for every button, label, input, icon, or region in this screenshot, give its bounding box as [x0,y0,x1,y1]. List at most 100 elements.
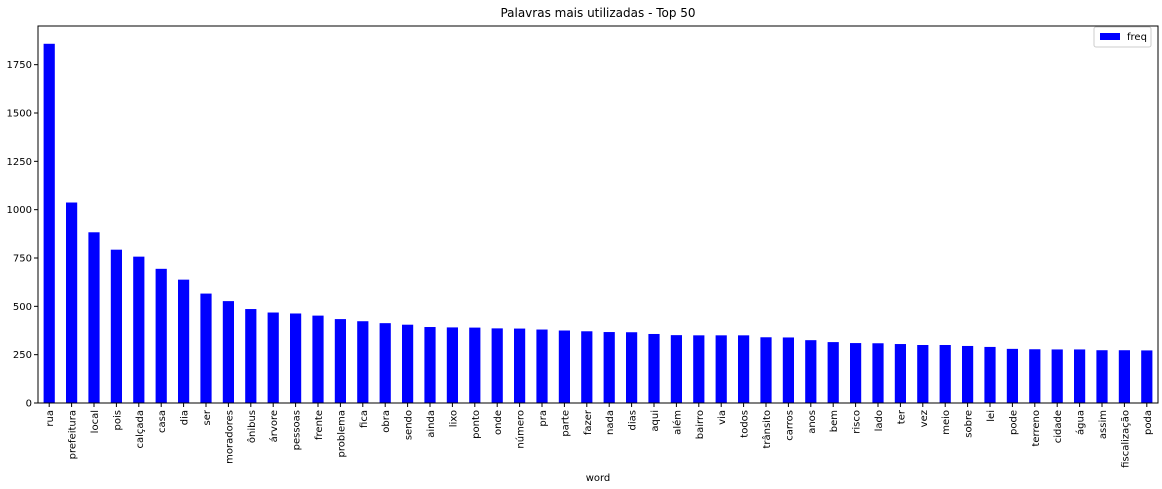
bar-32 [760,337,772,403]
x-tick-label-7: ser [202,409,213,425]
x-tick-label-37: lado [874,410,885,431]
bar-21 [514,328,526,403]
bar-10 [267,312,279,403]
x-tick-label-28: além [671,410,683,435]
x-tick-label-34: anos [807,410,818,434]
bar-4 [133,256,145,403]
x-tick-label-42: lei [986,410,997,422]
legend: freq [1093,26,1152,48]
x-tick-label-8: moradores [224,410,235,464]
bar-43 [1006,348,1018,403]
x-tick-label-29: bairro [695,410,706,439]
x-tick-label-4: calçada [135,410,146,449]
y-tick-label-3: 750 [13,254,32,265]
x-tick-label-38: ter [896,409,907,424]
chart-title: Palavras mais utilizadas - Top 50 [500,6,695,20]
x-tick-label-48: fiscalização [1120,410,1131,468]
bar-38 [894,344,906,403]
x-tick-label-43: pode [1008,410,1019,435]
bar-3 [110,249,122,403]
bar-20 [491,328,503,403]
bar-15 [379,323,391,403]
x-tick-label-21: número [515,410,527,449]
x-tick-label-44: terreno [1031,410,1042,447]
x-tick-label-10: árvore [268,410,280,442]
x-tick-label-19: ponto [471,410,482,439]
bar-26 [626,332,638,403]
bar-12 [312,315,324,403]
x-tick-label-49: poda [1143,410,1154,435]
x-tick-label-22: pra [538,410,549,427]
bar-44 [1029,349,1041,403]
x-tick-label-31: todos [740,410,751,438]
bar-36 [850,343,862,403]
x-tick-label-33: carros [784,410,795,441]
bar-22 [536,329,548,403]
legend-swatch [1100,33,1120,40]
bar-35 [827,342,839,403]
x-tick-label-14: fica [359,410,370,428]
x-tick-label-12: frente [314,410,325,440]
x-axis-label: word [586,473,611,484]
x-tick-label-9: ônibus [246,410,258,443]
bar-27 [648,333,660,403]
bar-40 [939,345,951,403]
y-tick-label-0: 0 [26,399,32,410]
y-tick-label-2: 500 [13,302,32,313]
bar-16 [402,324,414,403]
legend-label: freq [1127,32,1147,43]
bar-19 [469,327,481,403]
bar-5 [155,268,167,403]
x-tick-label-32: trânsito [761,410,773,449]
bar-8 [222,301,234,403]
bar-24 [581,331,593,403]
bar-7 [200,293,212,403]
x-tick-label-24: fazer [583,409,594,435]
bar-42 [984,346,996,403]
x-tick-label-6: dia [180,410,191,425]
x-tick-label-45: cidade [1053,410,1064,443]
x-tick-label-3: pois [112,410,123,430]
x-tick-label-39: vez [919,410,930,427]
x-tick-label-47: assim [1098,410,1109,439]
x-tick-label-40: meio [941,410,952,435]
x-tick-label-1: prefeitura [68,410,79,459]
x-tick-label-5: casa [157,410,168,433]
bar-33 [782,337,794,403]
y-tick-label-7: 1750 [7,60,32,71]
legend-box [1093,26,1152,48]
x-tick-label-46: água [1075,410,1087,435]
y-tick-label-1: 250 [13,350,32,361]
bar-41 [962,345,974,403]
x-tick-label-41: sobre [964,410,975,438]
bar-28 [670,335,682,403]
bar-31 [738,335,750,403]
bar-29 [693,335,705,403]
x-tick-label-20: onde [493,410,504,435]
bars-group [43,43,1153,403]
y-tick-label-4: 1000 [7,205,32,216]
x-tick-label-18: lixo [448,410,459,427]
bar-18 [446,327,458,403]
x-tick-label-15: obra [381,410,392,433]
x-tick-label-35: bem [829,410,840,432]
bar-17 [424,327,436,403]
y-tick-label-5: 1250 [7,157,32,168]
bar-25 [603,332,615,403]
y-axis: 0 250 500 750 1000 1250 1500 1750 [7,60,38,410]
x-axis: rua prefeitura local pois calçada casa dia ser m… [45,403,1154,468]
y-tick-label-6: 1500 [7,109,32,120]
plot-frame [37,25,1159,404]
bar-14 [357,321,369,403]
bar-48 [1118,350,1130,403]
x-tick-label-16: sendo [404,410,415,440]
x-tick-label-27: aqui [650,410,661,432]
bar-1 [66,202,78,403]
bar-47 [1096,350,1108,403]
bar-13 [334,319,346,403]
x-tick-label-26: dias [628,410,639,430]
bar-23 [558,330,570,403]
x-tick-label-13: problema [336,410,347,458]
bar-34 [805,340,817,403]
